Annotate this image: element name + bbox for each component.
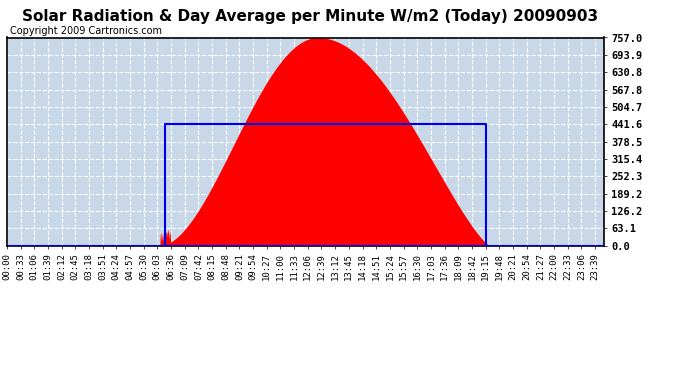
Text: Solar Radiation & Day Average per Minute W/m2 (Today) 20090903: Solar Radiation & Day Average per Minute…: [23, 9, 598, 24]
Text: Copyright 2009 Cartronics.com: Copyright 2009 Cartronics.com: [10, 27, 162, 36]
